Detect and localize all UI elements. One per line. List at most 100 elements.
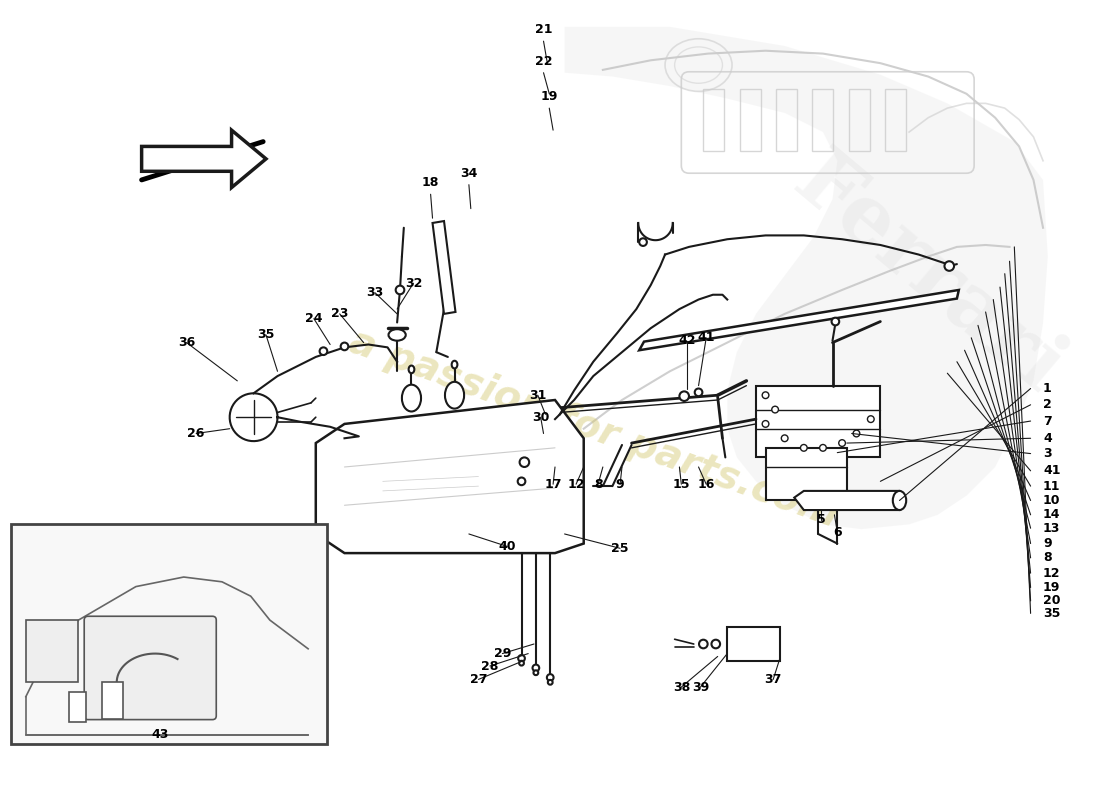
Text: 4: 4 [1043, 432, 1052, 445]
Polygon shape [316, 400, 584, 553]
Ellipse shape [781, 435, 788, 442]
Text: 15: 15 [672, 478, 690, 490]
Bar [727, 626, 780, 662]
Ellipse shape [838, 440, 846, 446]
Text: 16: 16 [697, 478, 715, 490]
Text: 10: 10 [1043, 494, 1060, 507]
Text: 25: 25 [612, 542, 629, 555]
Text: 12: 12 [1043, 566, 1060, 580]
Bar [849, 89, 870, 151]
Ellipse shape [832, 318, 839, 326]
Text: 20: 20 [1043, 594, 1060, 607]
Text: 2: 2 [1043, 398, 1052, 411]
Bar [69, 692, 86, 722]
Text: 30: 30 [532, 410, 549, 424]
Ellipse shape [320, 347, 328, 355]
Text: 5: 5 [816, 513, 825, 526]
Text: 11: 11 [1043, 480, 1060, 493]
Polygon shape [432, 221, 455, 314]
Polygon shape [639, 290, 959, 350]
Ellipse shape [519, 661, 524, 666]
Text: 28: 28 [482, 659, 498, 673]
Ellipse shape [396, 286, 405, 294]
Polygon shape [564, 27, 1048, 529]
Text: 13: 13 [1043, 522, 1060, 534]
Bar [703, 89, 725, 151]
Ellipse shape [446, 382, 464, 409]
Ellipse shape [408, 366, 415, 374]
Text: 12: 12 [568, 478, 585, 490]
Ellipse shape [893, 491, 906, 510]
Text: 1: 1 [1043, 382, 1052, 395]
Text: 35: 35 [257, 329, 275, 342]
Text: 43: 43 [151, 729, 168, 742]
Ellipse shape [341, 342, 349, 350]
Text: 38: 38 [673, 681, 690, 694]
Ellipse shape [945, 262, 954, 271]
Text: 21: 21 [535, 23, 552, 36]
Bar [766, 448, 847, 501]
Text: 18: 18 [422, 177, 439, 190]
Text: 19: 19 [1043, 581, 1060, 594]
Text: 41: 41 [697, 331, 715, 344]
Bar [739, 89, 761, 151]
Text: a passion for parts.com: a passion for parts.com [343, 322, 843, 535]
Text: 33: 33 [366, 286, 384, 299]
Text: 22: 22 [535, 55, 552, 68]
Text: 32: 32 [405, 277, 422, 290]
Bar [756, 386, 880, 458]
Ellipse shape [519, 458, 529, 467]
Ellipse shape [534, 670, 538, 675]
Ellipse shape [518, 655, 525, 662]
Text: 6: 6 [833, 526, 842, 538]
Ellipse shape [639, 238, 647, 246]
Ellipse shape [547, 674, 553, 681]
Text: 34: 34 [460, 167, 477, 180]
Ellipse shape [762, 421, 769, 427]
Ellipse shape [518, 478, 526, 485]
Ellipse shape [772, 406, 779, 413]
Ellipse shape [868, 416, 875, 422]
Bar [11, 524, 328, 745]
Ellipse shape [695, 389, 703, 396]
Ellipse shape [801, 445, 807, 451]
Text: 8: 8 [594, 478, 603, 490]
Ellipse shape [402, 385, 421, 411]
Text: 39: 39 [692, 681, 710, 694]
Text: 42: 42 [679, 334, 696, 347]
Polygon shape [142, 130, 266, 187]
Ellipse shape [698, 640, 707, 648]
Ellipse shape [854, 430, 860, 437]
Ellipse shape [712, 640, 720, 648]
Text: 23: 23 [331, 307, 349, 320]
Text: Ferrari: Ferrari [778, 141, 1078, 410]
Text: 29: 29 [494, 647, 512, 660]
Ellipse shape [532, 665, 539, 671]
Ellipse shape [762, 392, 769, 398]
Text: 19: 19 [540, 90, 558, 103]
Ellipse shape [452, 361, 458, 369]
Text: 26: 26 [187, 427, 205, 440]
Text: 40: 40 [498, 540, 516, 553]
Text: 41: 41 [1043, 464, 1060, 478]
Text: 27: 27 [470, 673, 487, 686]
Bar [102, 682, 123, 718]
Text: 31: 31 [529, 389, 547, 402]
Bar [25, 620, 78, 682]
Ellipse shape [820, 445, 826, 451]
Text: 9: 9 [616, 478, 625, 490]
Text: 7: 7 [1043, 414, 1052, 427]
Ellipse shape [388, 329, 406, 341]
Ellipse shape [680, 391, 689, 401]
Ellipse shape [548, 680, 552, 685]
Bar [813, 89, 834, 151]
Text: 35: 35 [1043, 607, 1060, 620]
Text: 24: 24 [305, 312, 322, 325]
Text: 8: 8 [1043, 551, 1052, 564]
FancyBboxPatch shape [85, 616, 217, 720]
Text: 17: 17 [544, 478, 562, 490]
Text: 37: 37 [764, 673, 782, 686]
Text: 14: 14 [1043, 508, 1060, 522]
Text: 36: 36 [178, 336, 195, 349]
Bar [777, 89, 797, 151]
